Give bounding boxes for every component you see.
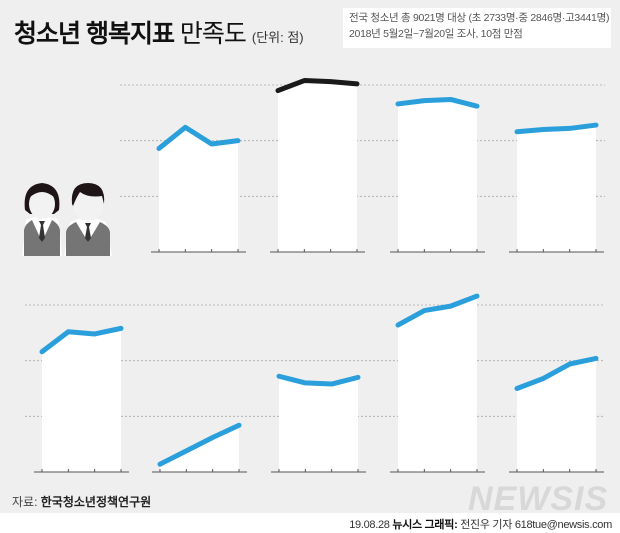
newsis-watermark: NEWSIS	[468, 480, 609, 518]
title-light: 만족도	[179, 20, 247, 48]
series-line	[395, 293, 480, 328]
panel-안전	[34, 325, 129, 473]
note-line-1: 전국 청소년 총 9021명 대상 (초 2733명·중 2846명·고3441…	[349, 12, 610, 24]
series-line	[275, 78, 360, 94]
panel-area	[398, 99, 477, 253]
panel-area	[159, 127, 238, 252]
survey-note: 전국 청소년 총 9021명 대상 (초 2733명·중 2846명·고3441…	[343, 8, 611, 48]
panel-환경	[509, 355, 604, 473]
panel-건강	[390, 96, 485, 253]
panel-area	[42, 328, 121, 472]
series-line	[514, 122, 599, 135]
source-name: 한국청소년정책연구원	[40, 495, 152, 509]
students-illustration-icon	[22, 183, 112, 256]
series-line	[156, 124, 241, 151]
series-line	[514, 355, 599, 391]
source: 자료: 한국청소년정책연구원	[12, 493, 151, 510]
chart	[25, 78, 605, 473]
credit-date: 19.08.28	[349, 519, 390, 531]
panel-경제	[390, 293, 485, 473]
panel-area	[279, 376, 358, 472]
series-line	[157, 422, 242, 467]
panel-area	[517, 358, 596, 472]
panel-area	[398, 296, 477, 472]
series-line	[395, 96, 480, 109]
panel-area	[278, 80, 357, 253]
source-label: 자료:	[12, 495, 38, 509]
title-bold: 청소년 행복지표	[14, 20, 175, 48]
credit-label: 뉴시스 그래픽:	[392, 519, 458, 531]
page-title: 청소년 행복지표 만족도 (단위: 점)	[14, 14, 304, 50]
unit-label: (단위: 점)	[251, 30, 304, 45]
panel-참여	[152, 422, 247, 473]
series-line	[39, 325, 124, 355]
panel-관계	[270, 78, 365, 253]
student-boy-icon	[64, 183, 112, 256]
panel-area	[517, 125, 596, 252]
note-line-2: 2018년 5월2일~7월20일 조사, 10점 만점	[349, 28, 523, 40]
panel-교육	[509, 122, 604, 253]
panel-주관적-웰빙	[151, 124, 246, 253]
student-girl-icon	[22, 183, 62, 256]
credit: 19.08.28 뉴시스 그래픽: 전진우 기자 618tue@newsis.c…	[349, 516, 612, 532]
panel-활동	[271, 373, 366, 473]
credit-author: 전진우 기자 618tue@newsis.com	[460, 519, 612, 531]
series-line	[276, 373, 361, 387]
